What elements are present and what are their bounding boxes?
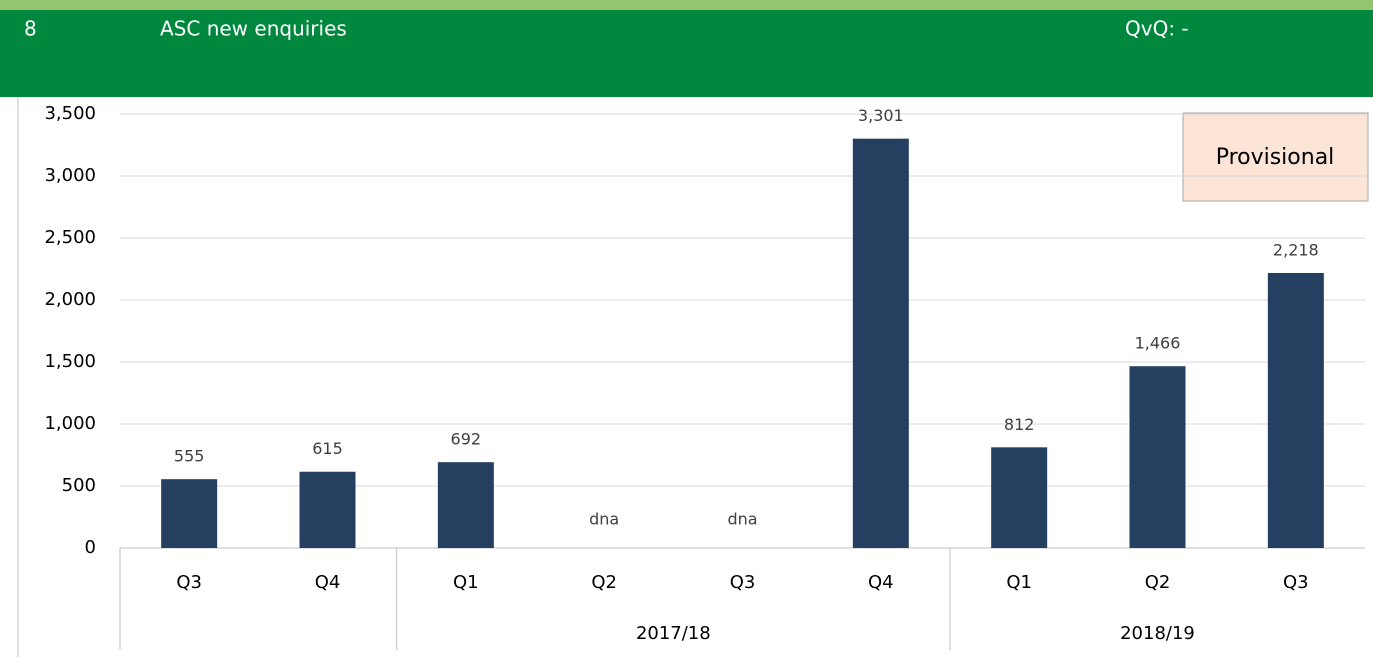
value-label: 692 <box>451 430 482 449</box>
group-label: 2018/19 <box>1120 623 1195 644</box>
value-label: dna <box>727 510 757 529</box>
header-title: ASC new enquiries <box>160 17 347 41</box>
x-tick-label: Q3 <box>1283 572 1309 593</box>
value-label: 615 <box>312 439 343 458</box>
x-tick-label: Q2 <box>591 572 617 593</box>
bar <box>991 447 1048 548</box>
bar <box>852 138 909 548</box>
bar <box>1267 272 1324 548</box>
y-tick-label: 1,000 <box>44 413 96 434</box>
y-tick-label: 500 <box>62 475 96 496</box>
y-tick-label: 2,000 <box>44 289 96 310</box>
annotation-box <box>1182 112 1369 202</box>
group-label: 2017/18 <box>636 623 711 644</box>
header-qvq: QvQ: - <box>1125 17 1189 41</box>
x-tick-label: Q1 <box>453 572 479 593</box>
bar <box>1129 366 1186 548</box>
x-tick-label: Q4 <box>868 572 894 593</box>
x-tick-label: Q4 <box>315 572 341 593</box>
value-label: 2,218 <box>1273 240 1319 259</box>
x-tick-label: Q3 <box>176 572 202 593</box>
y-tick-label: 1,500 <box>44 351 96 372</box>
x-tick-label: Q1 <box>1006 572 1032 593</box>
header-strip <box>0 0 1373 10</box>
y-tick-label: 3,500 <box>44 103 96 124</box>
y-tick-label: 0 <box>85 537 96 558</box>
value-label: 812 <box>1004 415 1035 434</box>
bar <box>437 462 494 548</box>
annotation: Provisional <box>1216 145 1335 170</box>
value-label: 555 <box>174 447 205 466</box>
header-number: 8 <box>24 17 37 41</box>
y-tick-label: 2,500 <box>44 227 96 248</box>
value-label: 3,301 <box>858 106 904 125</box>
bar <box>161 479 218 548</box>
value-label: dna <box>589 510 619 529</box>
y-tick-label: 3,000 <box>44 165 96 186</box>
bar <box>299 471 356 548</box>
header-bar <box>0 0 1373 97</box>
value-label: 1,466 <box>1135 334 1181 353</box>
x-tick-label: Q2 <box>1145 572 1171 593</box>
x-tick-label: Q3 <box>730 572 756 593</box>
